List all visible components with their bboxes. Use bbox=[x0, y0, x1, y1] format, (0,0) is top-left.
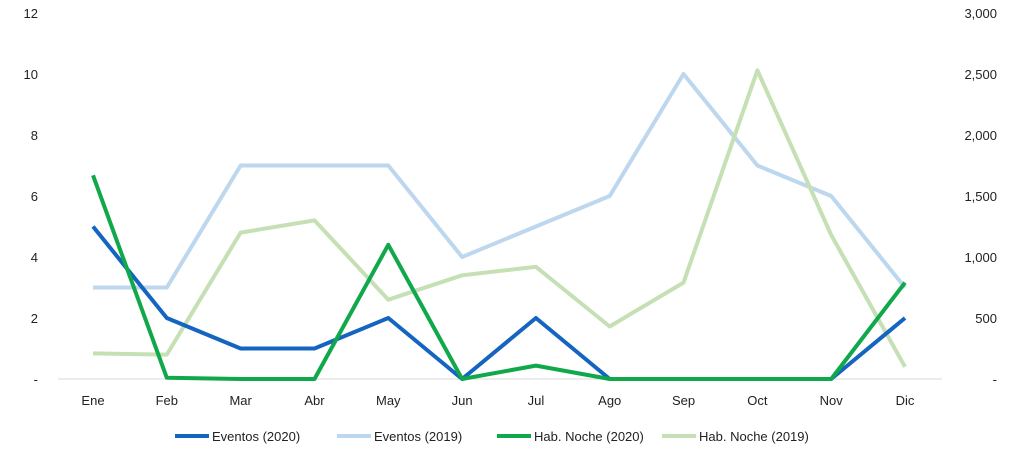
series-line-hab-noche-2019 bbox=[92, 68, 907, 368]
x-tick-label: Jul bbox=[528, 393, 545, 408]
x-tick-label: Oct bbox=[747, 393, 768, 408]
x-tick-label: Abr bbox=[304, 393, 325, 408]
x-tick-label: Sep bbox=[672, 393, 695, 408]
x-tick-label: Feb bbox=[156, 393, 178, 408]
right-y-tick-label: 2,000 bbox=[964, 128, 997, 143]
right-y-axis-tick-labels: - 500 1,000 1,500 2,000 2,500 3,000 bbox=[964, 6, 997, 387]
right-y-tick-label: 500 bbox=[975, 311, 997, 326]
right-y-tick-label: 2,500 bbox=[964, 67, 997, 82]
x-tick-label: Dic bbox=[896, 393, 915, 408]
left-y-tick-label: 12 bbox=[24, 6, 38, 21]
right-y-tick-label: - bbox=[993, 372, 997, 387]
series-line-hab-noche-2020 bbox=[91, 174, 907, 381]
legend-label: Hab. Noche (2019) bbox=[699, 429, 809, 444]
x-tick-label: Mar bbox=[229, 393, 252, 408]
left-y-tick-label: 4 bbox=[31, 250, 38, 265]
legend-label: Eventos (2020) bbox=[212, 429, 300, 444]
left-y-tick-label: - bbox=[34, 372, 38, 387]
left-y-tick-label: 6 bbox=[31, 189, 38, 204]
x-tick-label: Jun bbox=[452, 393, 473, 408]
series-line-eventos-2019 bbox=[93, 72, 907, 290]
series-lines bbox=[91, 68, 907, 381]
x-axis-tick-labels: Ene Feb Mar Abr May Jun Jul Ago Sep Oct Nov Dic bbox=[81, 393, 914, 408]
x-tick-label: Ago bbox=[598, 393, 621, 408]
left-y-tick-label: 2 bbox=[31, 311, 38, 326]
left-y-tick-label: 10 bbox=[24, 67, 38, 82]
left-y-axis-tick-labels: - 2 4 6 8 10 12 bbox=[24, 6, 38, 387]
legend-label: Eventos (2019) bbox=[374, 429, 462, 444]
series-line-eventos-2020 bbox=[91, 225, 907, 381]
legend: Eventos (2020) Eventos (2019) Hab. Noche (… bbox=[175, 429, 809, 444]
x-tick-label: Ene bbox=[81, 393, 104, 408]
right-y-tick-label: 3,000 bbox=[964, 6, 997, 21]
x-tick-label: May bbox=[376, 393, 401, 408]
right-y-tick-label: 1,000 bbox=[964, 250, 997, 265]
legend-label: Hab. Noche (2020) bbox=[534, 429, 644, 444]
x-tick-label: Nov bbox=[820, 393, 844, 408]
left-y-tick-label: 8 bbox=[31, 128, 38, 143]
right-y-tick-label: 1,500 bbox=[964, 189, 997, 204]
